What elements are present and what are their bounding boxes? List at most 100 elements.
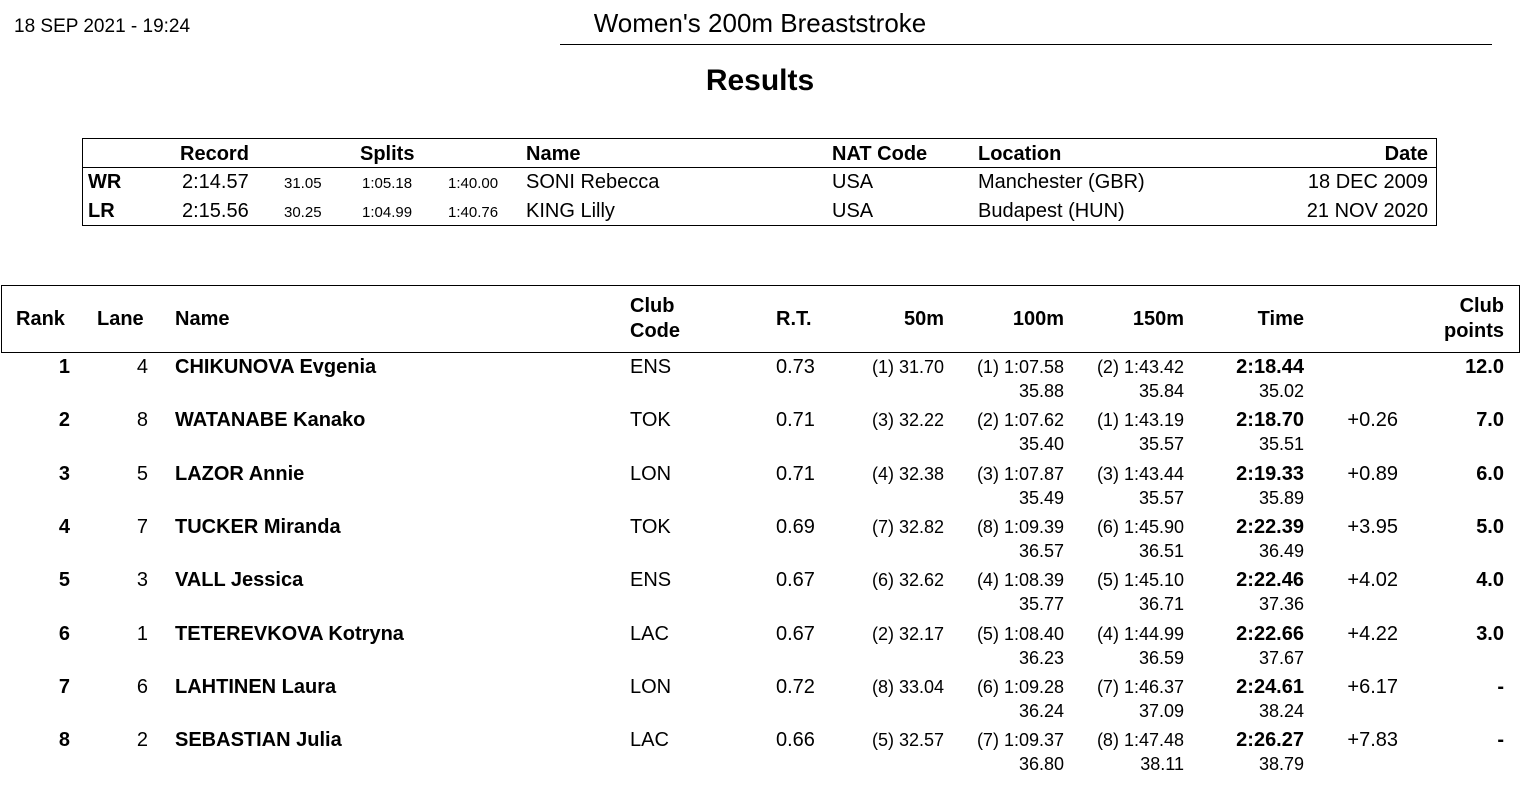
result-split-50m: (8) 33.04 bbox=[871, 677, 944, 697]
result-time-behind: +4.02 bbox=[1347, 569, 1398, 591]
result-athlete-name: TETEREVKOVA Kotryna bbox=[175, 623, 404, 645]
result-split-100m: (2) 1:07.62 bbox=[976, 410, 1064, 430]
col-header-50m: 50m bbox=[903, 308, 944, 330]
result-lap-150m: 36.59 bbox=[1138, 648, 1184, 668]
result-split-100m: (7) 1:09.37 bbox=[976, 730, 1064, 750]
result-lap-200m: 35.02 bbox=[1258, 381, 1304, 401]
result-split-150m: (7) 1:46.37 bbox=[1096, 677, 1184, 697]
result-lap-200m: 35.89 bbox=[1258, 488, 1304, 508]
result-club-code: LON bbox=[630, 676, 672, 698]
record-location: Manchester (GBR) bbox=[978, 171, 1145, 193]
result-lane: 5 bbox=[136, 463, 148, 485]
result-lap-100m: 36.80 bbox=[1018, 754, 1064, 774]
result-split-50m: (6) 32.62 bbox=[871, 570, 944, 590]
record-date: 21 NOV 2020 bbox=[1306, 200, 1428, 222]
result-club-points: - bbox=[1497, 676, 1504, 698]
result-split-150m: (2) 1:43.42 bbox=[1096, 357, 1184, 377]
result-time-behind: +3.95 bbox=[1347, 516, 1398, 538]
result-club-points: - bbox=[1497, 729, 1504, 751]
record-time: 2:14.57 bbox=[182, 171, 249, 193]
record-nat-code: USA bbox=[832, 171, 874, 193]
result-club-code: LAC bbox=[630, 623, 669, 645]
result-club-points: 4.0 bbox=[1476, 569, 1504, 591]
result-split-100m: (4) 1:08.39 bbox=[976, 570, 1064, 590]
records-header-name: Name bbox=[526, 143, 581, 165]
result-final-time: 2:18.44 bbox=[1236, 356, 1304, 378]
col-header-rt: R.T. bbox=[776, 308, 812, 330]
result-lane: 7 bbox=[136, 516, 148, 538]
record-split-150: 1:40.76 bbox=[448, 204, 499, 221]
record-type: WR bbox=[88, 171, 122, 193]
result-club-points: 7.0 bbox=[1476, 409, 1504, 431]
record-location: Budapest (HUN) bbox=[978, 200, 1125, 222]
result-lap-150m: 36.71 bbox=[1138, 594, 1184, 614]
result-split-100m: (5) 1:08.40 bbox=[976, 624, 1064, 644]
result-lane: 6 bbox=[136, 676, 148, 698]
record-date: 18 DEC 2009 bbox=[1307, 171, 1428, 193]
result-final-time: 2:19.33 bbox=[1236, 463, 1304, 485]
result-reaction-time: 0.71 bbox=[776, 463, 815, 485]
record-split-100: 1:05.18 bbox=[362, 175, 413, 192]
result-rank: 2 bbox=[58, 409, 70, 431]
result-club-code: TOK bbox=[630, 516, 671, 538]
result-club-points: 6.0 bbox=[1476, 463, 1504, 485]
result-athlete-name: LAHTINEN Laura bbox=[175, 676, 337, 698]
result-split-50m: (5) 32.57 bbox=[871, 730, 944, 750]
result-reaction-time: 0.67 bbox=[776, 569, 815, 591]
result-athlete-name: WATANABE Kanako bbox=[175, 409, 366, 431]
result-split-50m: (4) 32.38 bbox=[871, 464, 944, 484]
result-reaction-time: 0.69 bbox=[776, 516, 815, 538]
result-split-150m: (6) 1:45.90 bbox=[1096, 517, 1184, 537]
result-split-50m: (2) 32.17 bbox=[871, 624, 944, 644]
result-club-code: LON bbox=[630, 463, 672, 485]
record-split-100: 1:04.99 bbox=[362, 204, 413, 221]
result-reaction-time: 0.73 bbox=[776, 356, 815, 378]
result-club-points: 3.0 bbox=[1476, 623, 1504, 645]
record-split-50: 30.25 bbox=[284, 204, 322, 221]
result-final-time: 2:22.46 bbox=[1236, 569, 1304, 591]
result-lap-200m: 37.67 bbox=[1258, 648, 1304, 668]
result-split-150m: (4) 1:44.99 bbox=[1096, 624, 1184, 644]
col-header-time: Time bbox=[1257, 308, 1304, 330]
result-lap-200m: 38.79 bbox=[1258, 754, 1304, 774]
result-final-time: 2:22.39 bbox=[1236, 516, 1304, 538]
result-rank: 6 bbox=[58, 623, 70, 645]
result-final-time: 2:24.61 bbox=[1236, 676, 1304, 698]
records-header-nat-code: NAT Code bbox=[832, 143, 928, 165]
result-split-50m: (7) 32.82 bbox=[871, 517, 944, 537]
records-header-divider bbox=[82, 167, 1437, 168]
section-heading: Results bbox=[705, 64, 815, 97]
result-time-behind: +4.22 bbox=[1347, 623, 1398, 645]
result-lap-100m: 35.49 bbox=[1018, 488, 1064, 508]
result-reaction-time: 0.67 bbox=[776, 623, 815, 645]
result-lap-100m: 35.77 bbox=[1018, 594, 1064, 614]
result-final-time: 2:18.70 bbox=[1236, 409, 1304, 431]
result-lap-150m: 38.11 bbox=[1140, 754, 1184, 774]
result-split-150m: (5) 1:45.10 bbox=[1096, 570, 1184, 590]
result-lane: 2 bbox=[136, 729, 148, 751]
records-header-date: Date bbox=[1384, 143, 1428, 165]
result-split-150m: (3) 1:43.44 bbox=[1096, 464, 1184, 484]
result-lap-100m: 36.57 bbox=[1018, 541, 1064, 561]
result-split-100m: (6) 1:09.28 bbox=[976, 677, 1064, 697]
result-split-100m: (8) 1:09.39 bbox=[976, 517, 1064, 537]
col-header-club-code-line1: Club bbox=[630, 295, 675, 317]
result-rank: 4 bbox=[58, 516, 70, 538]
results-header bbox=[1, 285, 1520, 353]
result-lane: 1 bbox=[136, 623, 148, 645]
result-lap-150m: 37.09 bbox=[1138, 701, 1184, 721]
result-lap-200m: 38.24 bbox=[1258, 701, 1304, 721]
record-holder-name: KING Lilly bbox=[526, 200, 615, 222]
title-divider bbox=[560, 44, 1492, 45]
col-header-lane: Lane bbox=[97, 308, 144, 330]
col-header-name: Name bbox=[175, 308, 230, 330]
result-club-code: ENS bbox=[630, 569, 672, 591]
result-time-behind: +0.89 bbox=[1347, 463, 1398, 485]
result-split-50m: (1) 31.70 bbox=[871, 357, 944, 377]
result-lap-150m: 35.57 bbox=[1138, 488, 1184, 508]
result-lap-100m: 35.40 bbox=[1018, 434, 1064, 454]
print-datetime: 18 SEP 2021 - 19:24 bbox=[14, 16, 191, 37]
result-athlete-name: SEBASTIAN Julia bbox=[175, 729, 342, 751]
result-time-behind: +7.83 bbox=[1347, 729, 1398, 751]
result-split-150m: (8) 1:47.48 bbox=[1096, 730, 1184, 750]
